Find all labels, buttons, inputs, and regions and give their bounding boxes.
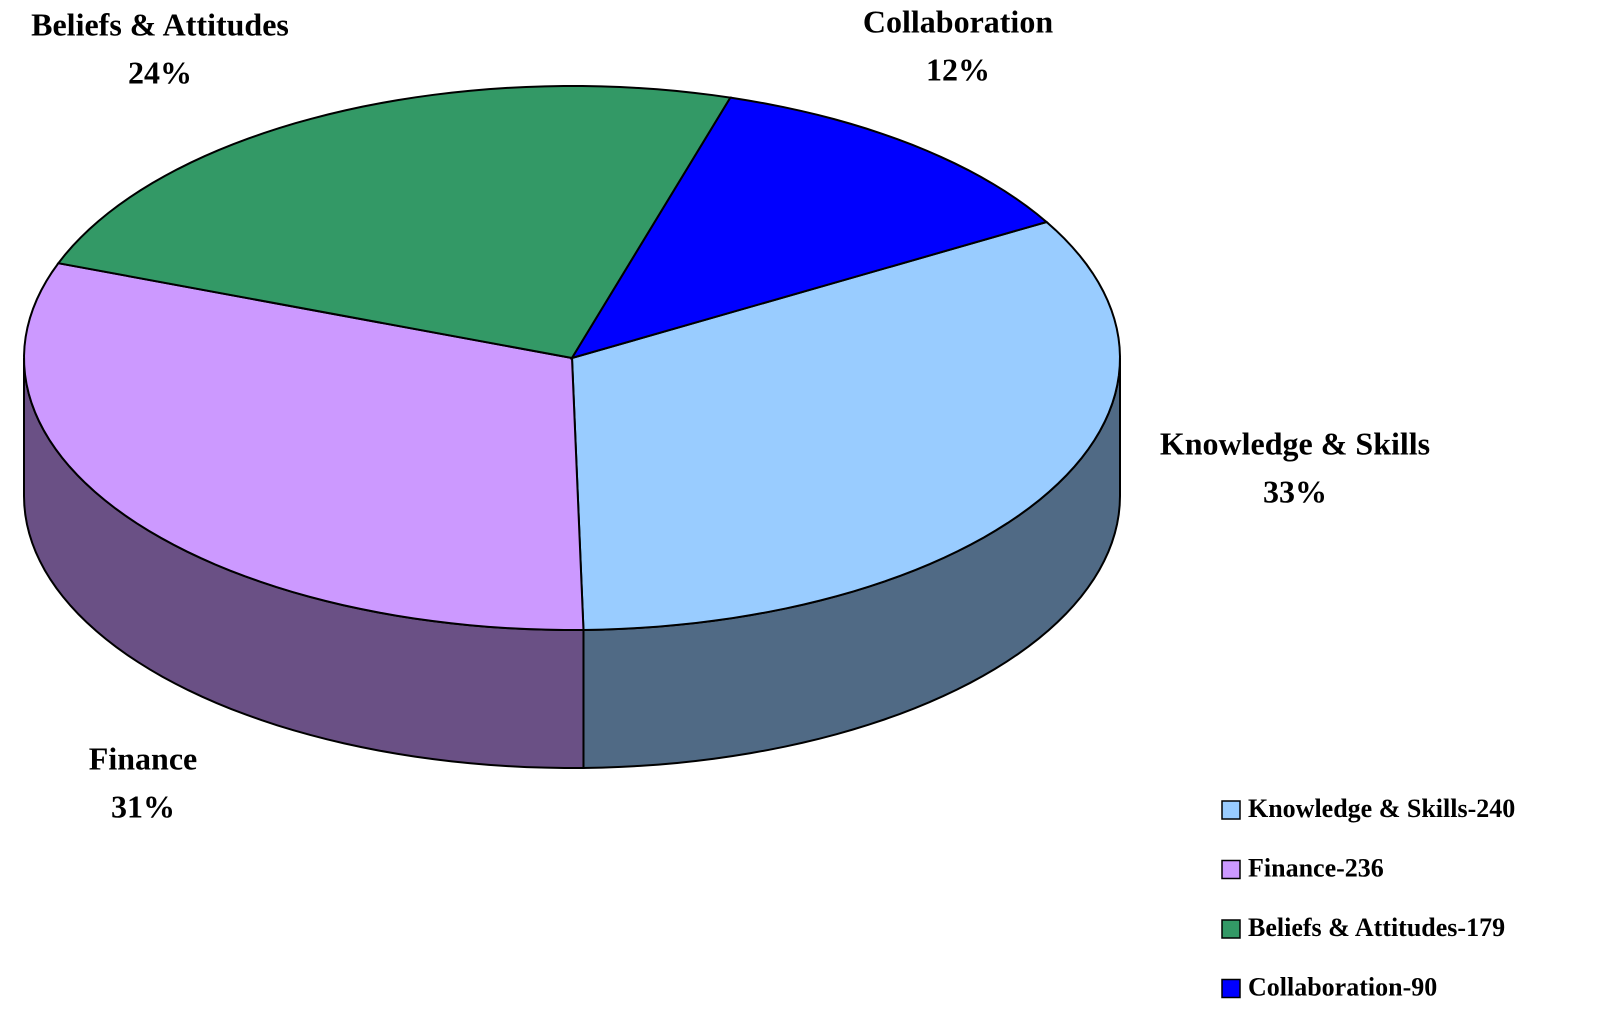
slice-label: Beliefs & Attitudes [31, 6, 289, 42]
slice [56, 85, 733, 360]
slice-label: Finance [89, 740, 197, 776]
legend-label: Finance-236 [1248, 853, 1384, 882]
legend-swatch [1221, 919, 1241, 939]
slice-value-label: 33% [1263, 473, 1327, 509]
slice-label: Knowledge & Skills [1160, 425, 1430, 461]
slice [570, 220, 1121, 631]
legend-swatch [1221, 978, 1241, 999]
legend-swatch [1221, 859, 1241, 880]
legend-label: Knowledge & Skills-240 [1248, 794, 1515, 823]
legend-swatch [1221, 800, 1241, 820]
legend-label: Collaboration-90 [1248, 972, 1437, 1001]
slice-value-label: 24% [128, 54, 192, 90]
slice-value-label: 31% [111, 788, 175, 824]
slice-value-label: 12% [926, 51, 990, 87]
slice [23, 262, 585, 631]
legend-label: Beliefs & Attitudes-179 [1248, 913, 1505, 942]
slice [569, 96, 1049, 360]
slice-label: Collaboration [863, 3, 1053, 39]
